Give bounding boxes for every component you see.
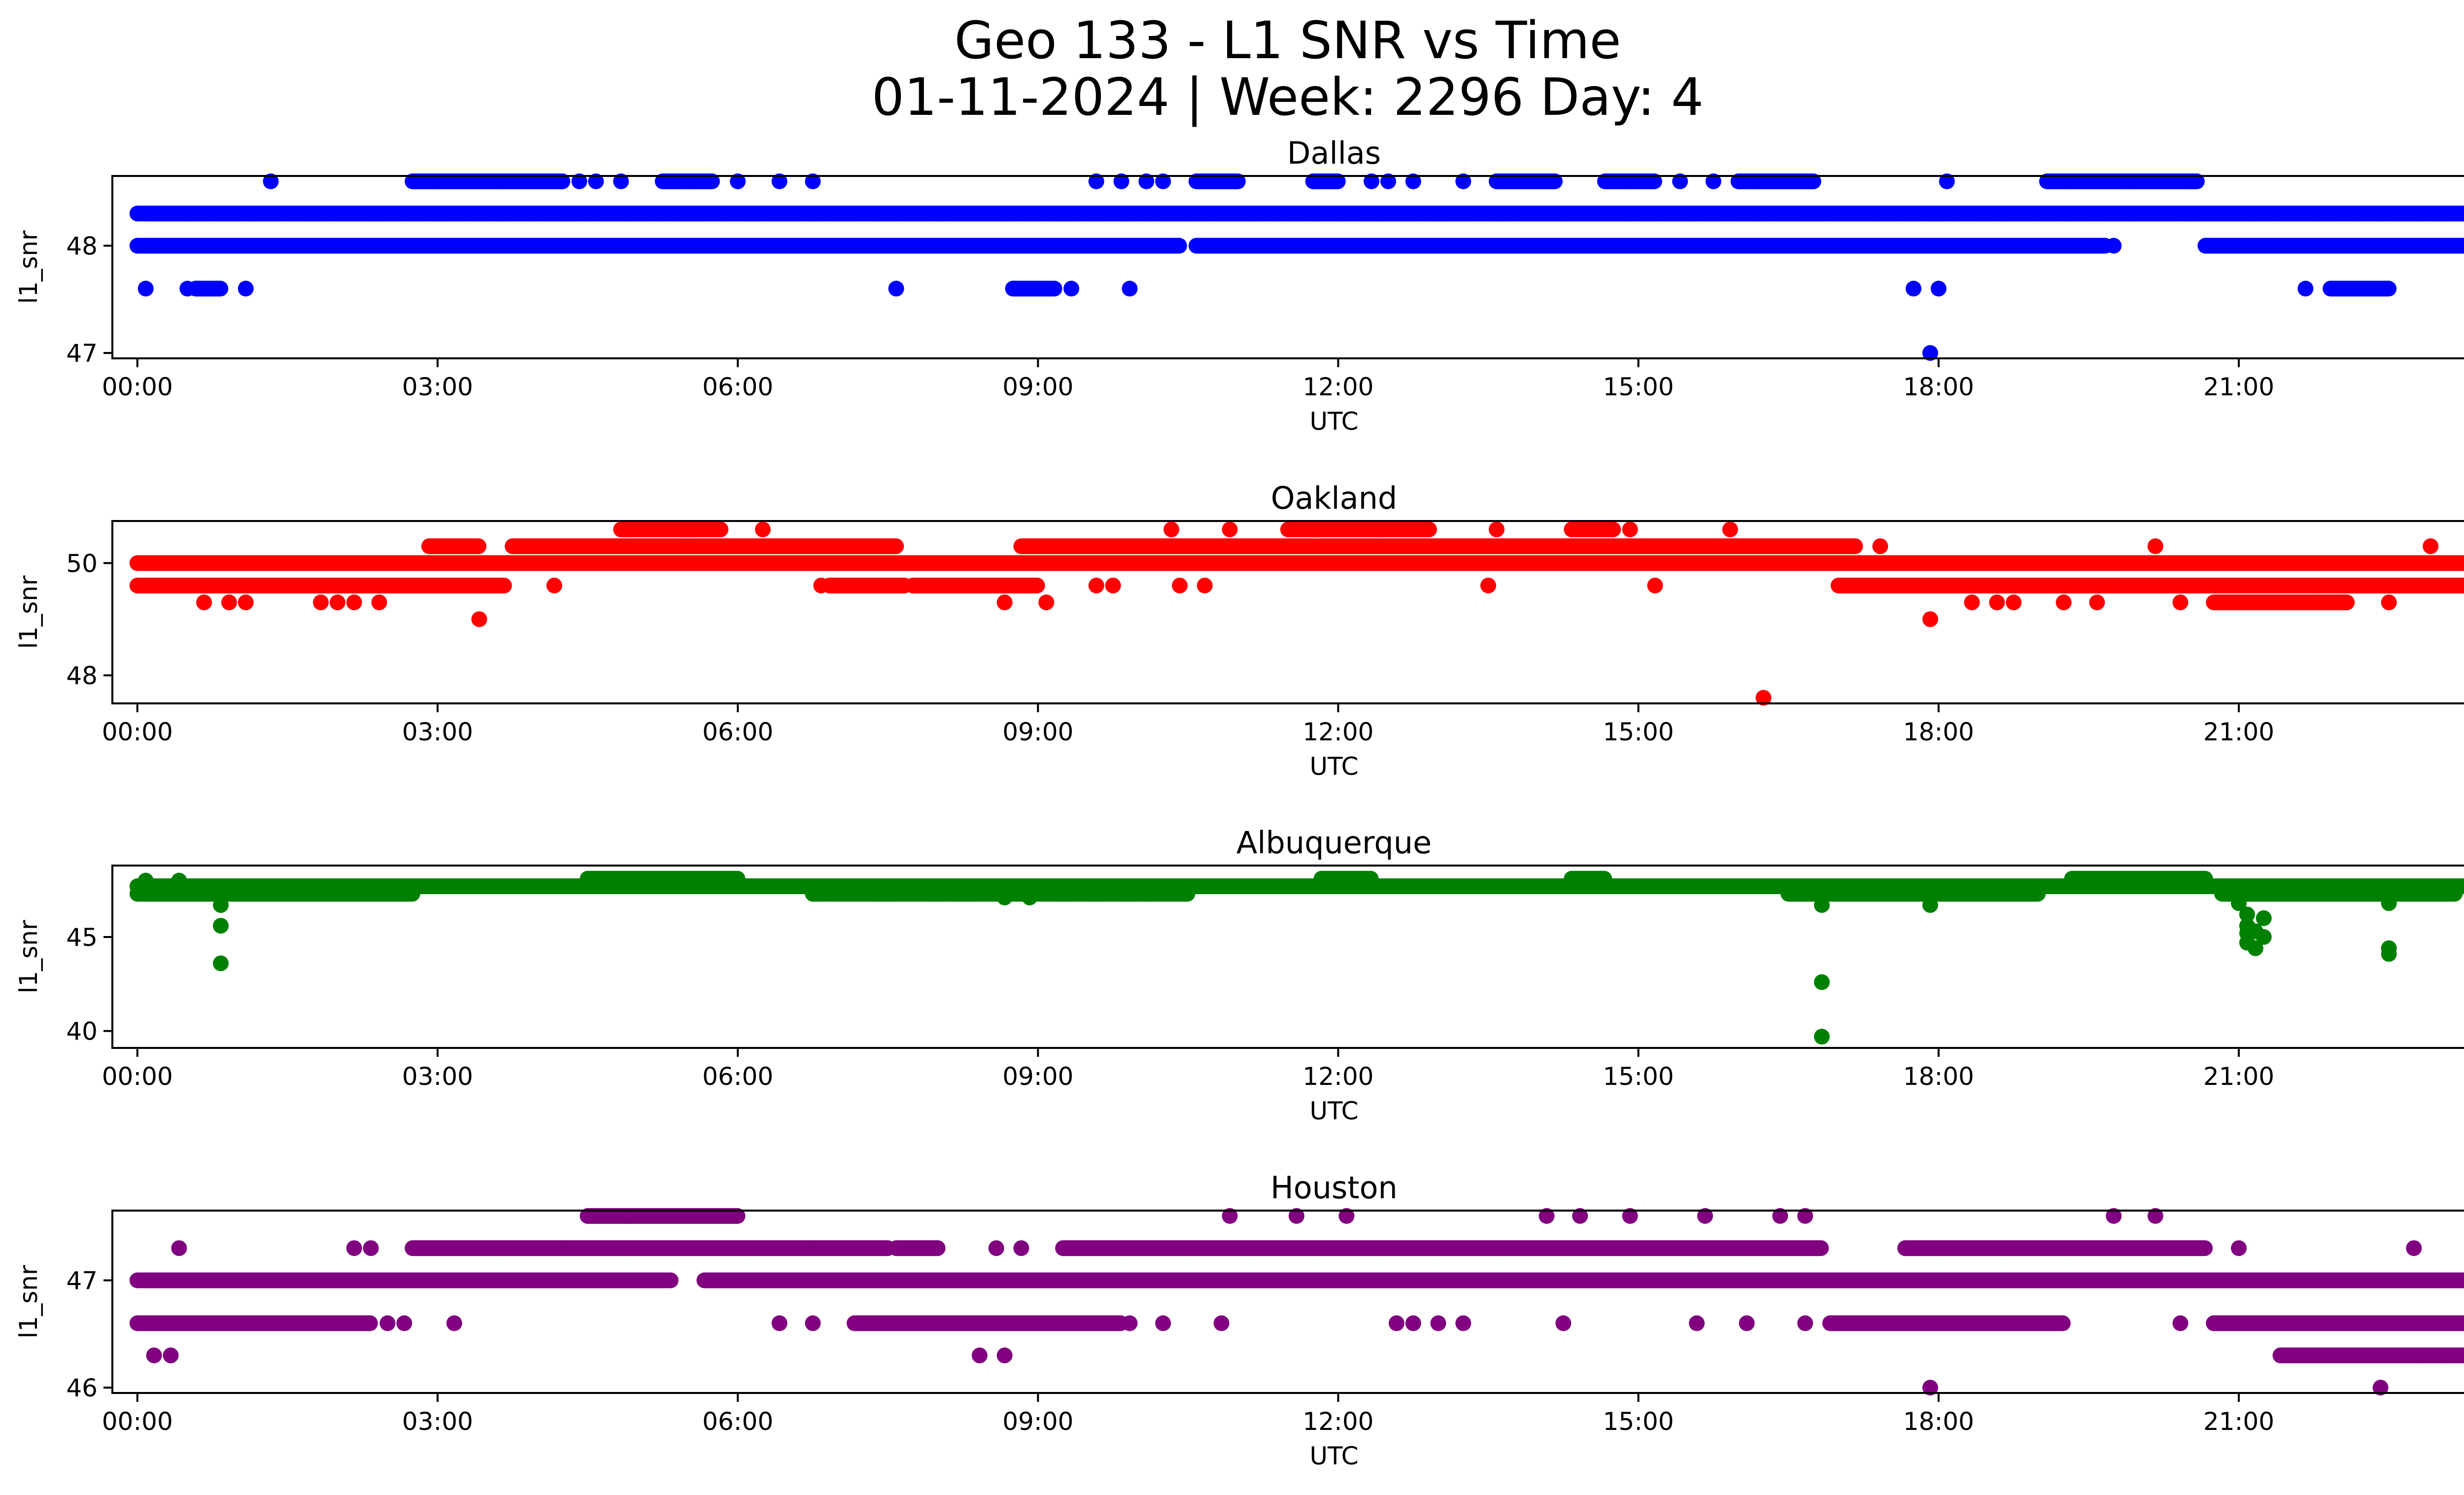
figure-title-line1: Geo 133 - L1 SNR vs Time: [0, 15, 2464, 66]
data-point: [1171, 238, 1187, 254]
panel-0-level-0: [129, 206, 2464, 222]
panel-0-series: [129, 173, 2464, 361]
figure-title-line2: 01-11-2024 | Week: 2296 Day: 4: [0, 71, 2464, 123]
